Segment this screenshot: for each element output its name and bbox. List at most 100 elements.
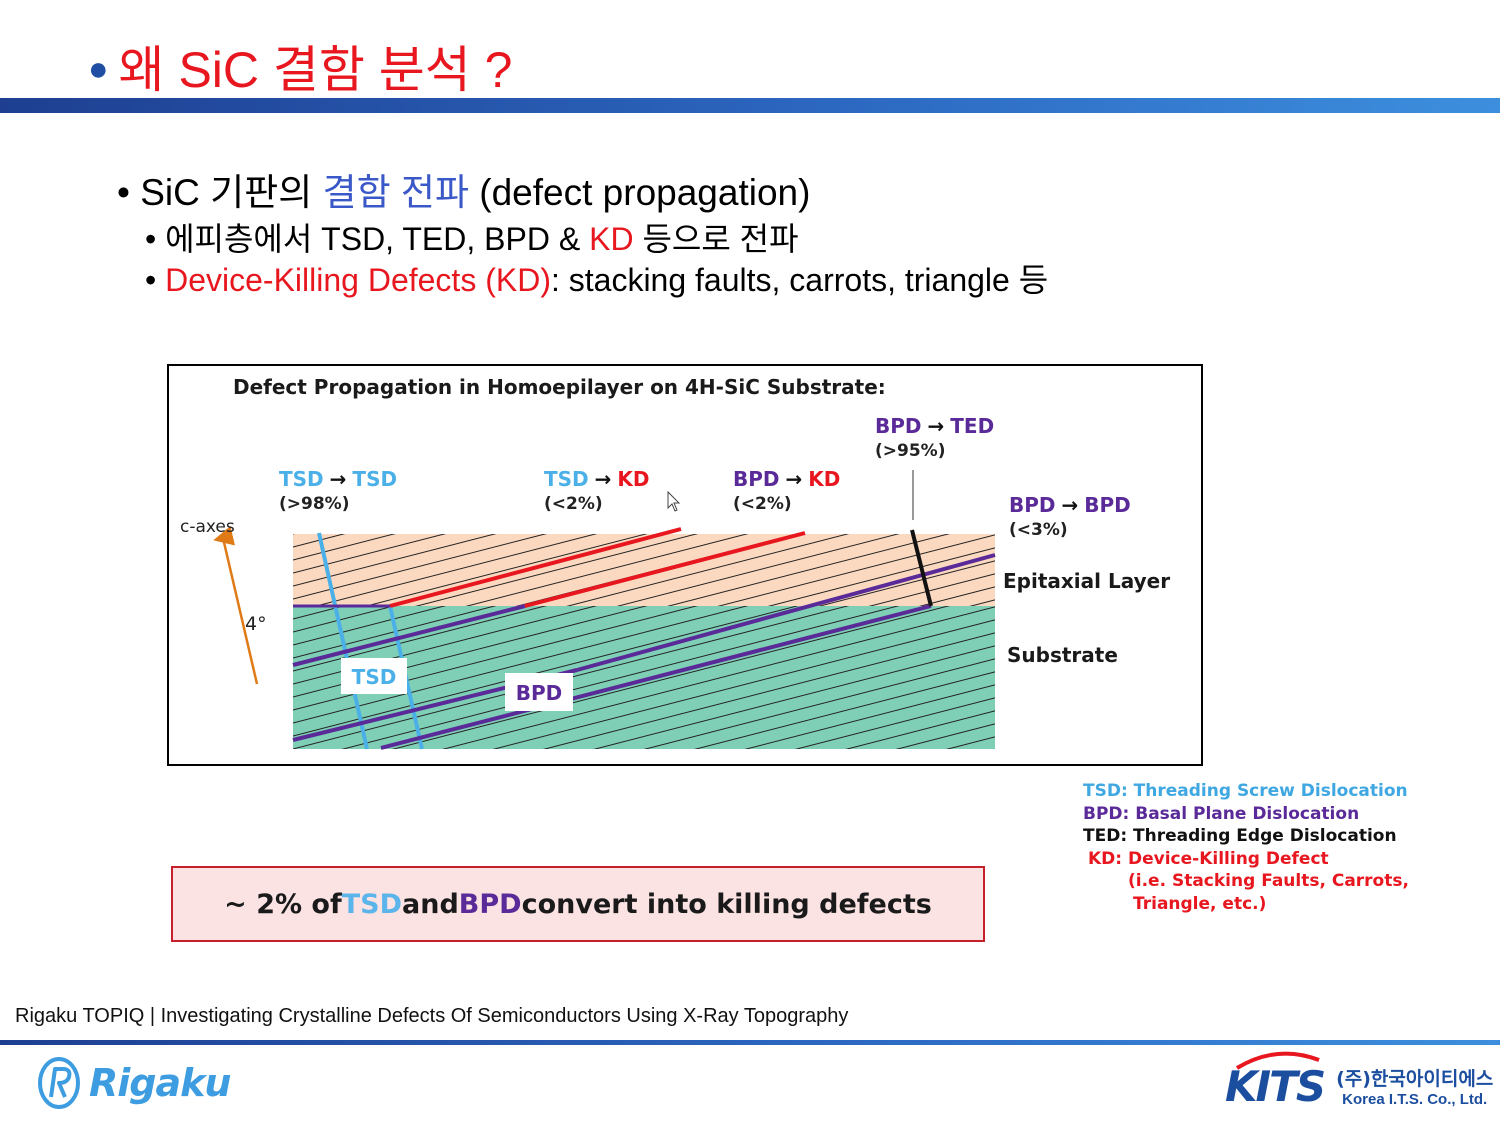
- legend-kd: KD: Device-Killing Defect: [1088, 848, 1329, 869]
- bullet-text: (defect propagation): [469, 172, 811, 213]
- basal-plane-line: [293, 534, 547, 600]
- header-bar: [0, 98, 1500, 113]
- bpd-line-1: [292, 604, 526, 667]
- kd-line-from-bpd: [524, 531, 806, 608]
- tsd-tag: TSD: [352, 665, 397, 689]
- epitaxial-layer: [293, 534, 995, 606]
- bpd-to-bpd-line: [576, 553, 996, 672]
- basal-plane-line: [341, 606, 900, 749]
- basal-plane-line: [293, 606, 850, 749]
- kits-subtitle: (주)한국아이티에스 Korea I.T.S. Co., Ltd.: [1336, 1064, 1493, 1108]
- basal-plane-line: [391, 606, 951, 749]
- bullet-epi-propagation: • 에피층에서 TSD, TED, BPD & KD 등으로 전파: [145, 214, 799, 260]
- basal-plane-line: [314, 534, 598, 606]
- basal-plane-line: [293, 606, 497, 659]
- basal-plane-line: [643, 658, 995, 749]
- transition-bpd-ted: BPD → TED: [875, 414, 994, 438]
- legend-bpd: BPD: Basal Plane Dislocation: [1083, 803, 1360, 824]
- bpd-line-3: [380, 604, 932, 750]
- bullet-dot-icon: •: [145, 262, 166, 298]
- kd-line-from-tsd: [389, 527, 682, 608]
- mouse-cursor-icon: [667, 490, 681, 512]
- bullet-highlight: Device-Killing Defects (KD): [165, 262, 551, 298]
- basal-plane-line: [818, 560, 995, 606]
- callout-text: convert into killing defects: [521, 888, 932, 920]
- tsd-tag-box: [341, 658, 407, 694]
- basal-plane-line: [717, 534, 995, 606]
- basal-plane-line: [666, 534, 951, 606]
- basal-plane-line: [293, 534, 497, 587]
- basal-plane-line: [616, 534, 900, 606]
- legend-tsd: TSD: Threading Screw Dislocation: [1083, 781, 1408, 801]
- bullet-dot-icon: •: [117, 172, 141, 213]
- basal-plane-line: [593, 645, 995, 749]
- bullet-text: 등으로 전파: [633, 221, 799, 257]
- basal-plane-line: [293, 606, 547, 672]
- transition-tsd-tsd: TSD → TSD: [279, 467, 397, 491]
- rigaku-emblem-icon: [38, 1057, 80, 1109]
- diagram-svg: Defect Propagation in Homoepilayer on 4H…: [180, 375, 1170, 750]
- callout-text: and: [402, 888, 459, 920]
- diagram-title: Defect Propagation in Homoepilayer on 4H…: [233, 375, 886, 399]
- basal-plane-line: [492, 619, 995, 749]
- basal-plane-line: [293, 606, 447, 646]
- transition-bpd-kd: BPD → KD: [733, 467, 840, 491]
- transition-tsd-kd: TSD → KD: [544, 467, 650, 491]
- basal-plane-line: [767, 547, 995, 606]
- tsd-line-1: [317, 532, 369, 750]
- bullet-text: SiC 기판의: [140, 172, 323, 213]
- bullet-dot-icon: ●: [88, 50, 109, 89]
- substrate-layer: [293, 606, 995, 749]
- bpd-tag: BPD: [516, 681, 563, 705]
- ted-line: [910, 529, 933, 607]
- kits-english-name: Korea I.T.S. Co., Ltd.: [1342, 1091, 1488, 1108]
- rigaku-logo: Rigaku: [35, 1053, 231, 1113]
- rigaku-wordmark: Rigaku: [89, 1061, 231, 1105]
- epitaxial-layer-label: Epitaxial Layer: [1003, 569, 1170, 593]
- footer-bar: [0, 1040, 1500, 1045]
- basal-plane-line: [744, 684, 995, 749]
- transition-tsd-kd-pct: (<2%): [544, 494, 603, 514]
- bullet-defect-propagation: • SiC 기판의 결함 전파 (defect propagation): [117, 162, 810, 216]
- slide-title-text: 왜 SiC 결함 분석 ?: [118, 42, 513, 98]
- transition-tsd-tsd-pct: (>98%): [279, 494, 349, 514]
- basal-plane-line: [694, 671, 995, 749]
- transition-bpd-bpd: BPD → BPD: [1009, 493, 1131, 517]
- kits-wordmark: KITS: [1225, 1061, 1326, 1111]
- callout-bpd: BPD: [458, 888, 522, 920]
- basal-plane-line: [293, 606, 799, 737]
- kits-swoosh-icon: [1235, 1051, 1320, 1070]
- basal-plane-line: [442, 606, 995, 749]
- basal-plane-line: [415, 534, 699, 606]
- basal-plane-line: [293, 534, 447, 574]
- callout-text: ~ 2% of: [224, 888, 342, 920]
- legend-kd-note-1: (i.e. Stacking Faults, Carrots,: [1128, 871, 1409, 892]
- transition-bpd-kd-pct: (<2%): [733, 494, 792, 514]
- bullet-highlight: 결함 전파: [322, 172, 469, 213]
- substrate-basal-planes: [293, 606, 995, 749]
- c-axes-label: c-axes: [180, 517, 235, 537]
- bullet-highlight: KD: [589, 221, 634, 257]
- basal-plane-line: [465, 534, 749, 606]
- basal-plane-line: [542, 632, 995, 749]
- bullet-killing-defects: • Device-Killing Defects (KD): stacking …: [145, 255, 1048, 301]
- kits-mark: KITS: [1225, 1051, 1326, 1111]
- basal-plane-line: [845, 710, 995, 749]
- killing-defect-callout: ~ 2% of TSD and BPD convert into killing…: [171, 866, 985, 942]
- basal-plane-line: [293, 606, 598, 685]
- kits-logo: KITS (주)한국아이티에스 Korea I.T.S. Co., Ltd.: [1225, 1051, 1493, 1117]
- basal-plane-line: [868, 573, 995, 606]
- substrate-label: Substrate: [1007, 643, 1118, 667]
- basal-plane-line: [293, 606, 699, 711]
- basal-plane-line: [794, 697, 995, 749]
- bpd-tag-box: [505, 673, 573, 711]
- bullet-text: 에피층에서 TSD, TED, BPD &: [165, 221, 590, 257]
- basal-plane-line: [566, 534, 850, 606]
- bullet-text: : stacking faults, carrots, triangle 등: [550, 262, 1049, 298]
- angle-label: 4°: [245, 613, 267, 635]
- legend-kd-note-2: Triangle, etc.): [1133, 893, 1267, 914]
- transition-bpd-bpd-pct: (<3%): [1009, 520, 1068, 540]
- transition-bpd-ted-pct: (>95%): [875, 441, 945, 461]
- defect-propagation-diagram: Defect Propagation in Homoepilayer on 4H…: [167, 364, 1203, 766]
- bullet-dot-icon: •: [145, 221, 166, 257]
